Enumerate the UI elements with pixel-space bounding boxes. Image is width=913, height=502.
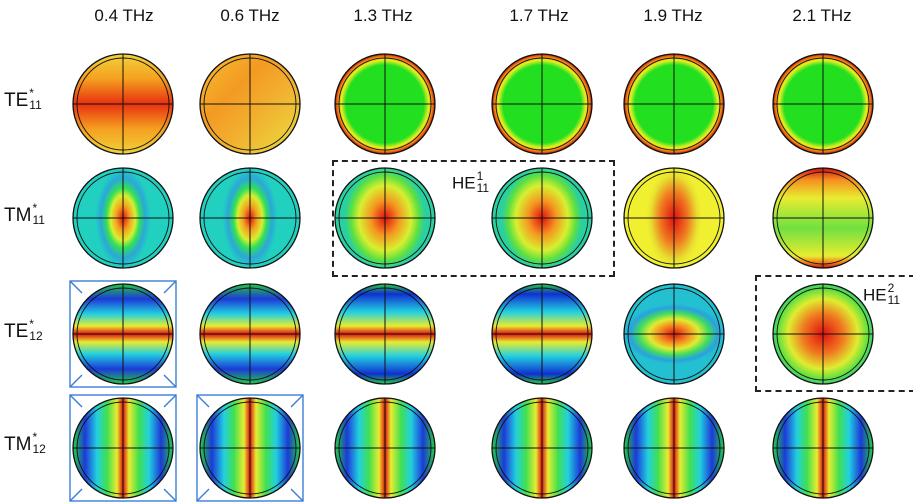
row-label-te12-sub: 12 (29, 329, 43, 343)
mode-plot-r0-c2 (334, 53, 436, 155)
highlight-label-he11-2-sup: 2 (887, 281, 895, 295)
mode-plot-r1-c5 (772, 167, 874, 269)
highlight-label-he11-1-sup: 1 (476, 169, 484, 183)
mode-plot-r3-c0 (69, 394, 177, 502)
column-label-1: 0.6 THz (220, 6, 280, 25)
highlight-label-he11-2: HE 2 11 (863, 281, 901, 308)
mode-plot-r0-c0 (72, 53, 174, 155)
row-label-tm12: TM * 12 (4, 430, 66, 457)
row-label-tm11-sub: 11 (32, 213, 45, 227)
overlay-square (69, 394, 177, 502)
column-label-0: 0.4 THz (94, 6, 154, 25)
mode-plot-r1-c4 (623, 167, 725, 269)
mode-plot-r2-c1 (199, 283, 301, 385)
row-label-te11-sup: * (29, 86, 34, 100)
row-label-te11-sub: 11 (29, 98, 42, 112)
row-label-te11-base: TE (4, 90, 29, 112)
mode-plot-r1-c3 (491, 167, 593, 269)
mode-plot-r1-c2 (334, 167, 436, 269)
column-label-4: 1.9 THz (643, 6, 703, 25)
mode-plot-r1-c1 (199, 167, 301, 269)
mode-plot-r1-c0 (72, 167, 174, 269)
highlight-label-he11-1-sub: 11 (476, 181, 490, 195)
mode-plot-r0-c4 (623, 53, 725, 155)
mode-plot-r3-c5 (772, 397, 874, 499)
mode-plot-r3-c1 (196, 394, 304, 502)
overlay-square (196, 394, 304, 502)
row-label-te12: TE * 12 (4, 317, 66, 344)
column-label-5: 2.1 THz (792, 6, 852, 25)
mode-plot-r3-c2 (334, 397, 436, 499)
column-label-2: 1.3 THz (353, 6, 413, 25)
column-label-3: 1.7 THz (509, 6, 569, 25)
row-label-tm12-base: TM (4, 434, 32, 456)
row-label-te12-base: TE (4, 321, 29, 343)
row-label-tm12-sup: * (32, 430, 38, 444)
row-label-tm11: TM * 11 (4, 201, 66, 228)
row-label-te11: TE * 11 (4, 86, 66, 113)
highlight-label-he11-2-sub: 11 (887, 293, 901, 307)
mode-plot-r2-c5 (772, 283, 874, 385)
highlight-box-he11-2 (755, 275, 913, 392)
mode-plot-r0-c3 (491, 53, 593, 155)
highlight-label-he11-1-base: HE (452, 173, 476, 193)
row-label-tm12-sub: 12 (32, 442, 46, 456)
mode-plot-r3-c4 (623, 397, 725, 499)
mode-plot-r3-c3 (491, 397, 593, 499)
row-label-tm11-base: TM (4, 205, 32, 227)
mode-plot-r2-c0 (69, 280, 177, 388)
highlight-label-he11-2-base: HE (863, 285, 887, 305)
overlay-square (69, 280, 177, 388)
row-label-te12-sup: * (29, 317, 34, 331)
highlight-label-he11-1: HE 1 11 (452, 169, 490, 196)
highlight-box-he11-1 (332, 160, 615, 277)
mode-plot-r0-c1 (199, 53, 301, 155)
row-label-tm11-sup: * (32, 201, 38, 215)
mode-plot-r0-c5 (772, 53, 874, 155)
mode-plot-r2-c3 (491, 283, 593, 385)
mode-plot-r2-c2 (334, 283, 436, 385)
mode-plot-r2-c4 (623, 283, 725, 385)
